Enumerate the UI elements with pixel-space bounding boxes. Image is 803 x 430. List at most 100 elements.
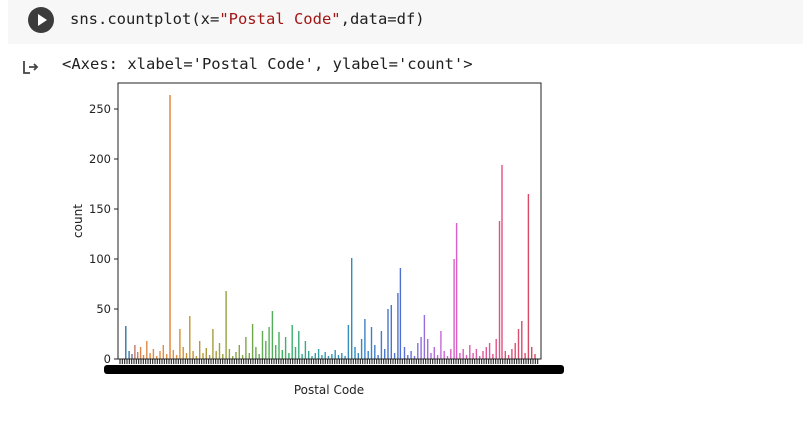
y-tick-label-50: 50 — [96, 302, 111, 316]
code-prefix: sns.countplot(x= — [70, 10, 220, 28]
bar-96 — [440, 331, 442, 359]
bar-71 — [357, 353, 359, 359]
bar-33 — [232, 356, 234, 359]
bar-53 — [298, 331, 300, 359]
bar-116 — [504, 351, 506, 359]
bar-24 — [202, 353, 204, 359]
bar-23 — [199, 341, 201, 359]
bar-40 — [255, 347, 257, 359]
bar-6 — [142, 355, 145, 359]
bar-111 — [488, 343, 491, 359]
bar-17 — [179, 329, 181, 359]
bar-88 — [413, 356, 416, 359]
bar-80 — [387, 309, 389, 359]
bar-90 — [420, 337, 422, 359]
bar-115 — [501, 165, 503, 359]
y-tick-label-250: 250 — [89, 102, 111, 116]
x-axis — [104, 359, 564, 374]
bar-12 — [162, 345, 164, 359]
bar-38 — [248, 353, 250, 359]
bar-85 — [403, 347, 406, 359]
run-cell-button[interactable] — [28, 7, 54, 33]
bar-50 — [288, 353, 290, 359]
bar-83 — [397, 293, 399, 359]
bar-119 — [514, 343, 516, 359]
y-tick-label-100: 100 — [89, 252, 111, 266]
bar-89 — [417, 343, 419, 359]
bar-68 — [347, 325, 350, 359]
bar-8 — [149, 353, 151, 359]
bar-84 — [399, 268, 402, 359]
bar-67 — [344, 356, 346, 359]
bar-100 — [453, 259, 455, 359]
x-axis-label: Postal Code — [294, 383, 364, 397]
bar-105 — [469, 345, 471, 359]
bar-118 — [511, 349, 513, 359]
bar-75 — [370, 327, 373, 359]
bar-55 — [304, 341, 307, 359]
bar-39 — [251, 324, 254, 359]
y-axis: 0 50 100 150 200 250 — [89, 102, 118, 366]
bar-69 — [351, 258, 353, 359]
bar-64 — [334, 350, 336, 359]
axes-frame — [117, 82, 542, 360]
bar-51 — [291, 325, 293, 359]
bar-16 — [175, 355, 178, 359]
bar-103 — [462, 349, 464, 359]
bar-102 — [459, 353, 461, 359]
bar-41 — [258, 354, 260, 359]
bar-13 — [166, 354, 168, 359]
bars-layer — [125, 95, 536, 359]
output-arrow-icon[interactable] — [21, 58, 41, 78]
bar-92 — [427, 339, 429, 359]
bar-46 — [275, 345, 277, 359]
bar-94 — [433, 347, 435, 359]
y-tick-label-200: 200 — [89, 152, 111, 166]
code-text[interactable]: sns.countplot(x="Postal Code",data=df) — [70, 10, 425, 28]
bar-81 — [390, 305, 392, 359]
code-cell-input[interactable]: sns.countplot(x="Postal Code",data=df) — [8, 0, 803, 44]
bar-112 — [492, 354, 494, 359]
bar-29 — [218, 343, 221, 359]
bar-74 — [367, 351, 369, 359]
bar-73 — [364, 319, 366, 359]
bar-31 — [225, 291, 227, 359]
bar-47 — [278, 332, 280, 359]
bar-10 — [156, 356, 158, 359]
bar-91 — [423, 315, 426, 359]
bar-107 — [475, 349, 478, 359]
bar-22 — [195, 356, 198, 359]
bar-104 — [465, 355, 468, 359]
bar-9 — [152, 349, 155, 359]
bar-37 — [245, 337, 247, 359]
bar-4 — [137, 352, 139, 359]
bar-28 — [215, 351, 217, 359]
bar-86 — [407, 355, 409, 359]
bar-25 — [205, 348, 207, 359]
play-icon — [38, 14, 47, 26]
bar-32 — [228, 349, 231, 359]
bar-19 — [185, 353, 188, 359]
bar-124 — [531, 347, 533, 359]
bar-14 — [169, 95, 171, 359]
bar-77 — [377, 355, 379, 359]
bar-5 — [139, 347, 142, 359]
bar-66 — [341, 353, 343, 359]
y-tick-label-0: 0 — [104, 352, 111, 366]
bar-79 — [384, 349, 386, 359]
bar-65 — [337, 355, 340, 359]
bar-120 — [517, 329, 520, 359]
bar-11 — [159, 351, 161, 359]
countplot-chart: 0 50 100 150 200 250 count Postal Code — [71, 82, 564, 397]
bar-27 — [212, 329, 214, 359]
bar-76 — [374, 345, 376, 359]
bar-87 — [410, 351, 412, 359]
bar-122 — [524, 353, 526, 359]
bar-45 — [271, 311, 274, 359]
bar-62 — [327, 356, 330, 359]
y-tick-label-150: 150 — [89, 202, 111, 216]
bar-59 — [317, 349, 320, 359]
bar-101 — [455, 223, 458, 359]
bar-109 — [482, 351, 484, 359]
bar-61 — [324, 352, 326, 359]
